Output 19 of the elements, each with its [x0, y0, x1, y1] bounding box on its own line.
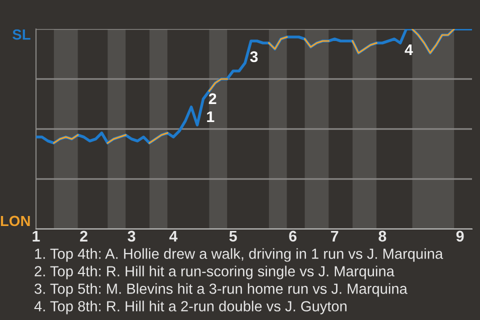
x-tick-label: 2 [80, 230, 88, 242]
x-tick-label: 1 [32, 230, 40, 242]
text: 2. Top 4th: R. Hill hit a run-scoring single vs J. Marquina [34, 266, 394, 280]
text: 4. Top 8th: R. Hill hit a 2-run double vs J. Guyton [34, 300, 346, 314]
annotation: 4 [404, 44, 413, 55]
text: SL [12, 29, 30, 40]
text: 3. Top 5th: M. Blevins hit a 3-run home run vs J. Marquina [34, 283, 408, 297]
annotation: 3 [250, 51, 258, 62]
x-tick-label: 3 [128, 230, 136, 242]
text: 1. Top 4th: A. Hollie drew a walk, driving in 1 run vs J. Marquina [35, 248, 444, 262]
x-tick-label: 4 [169, 230, 178, 242]
x-tick-label: 8 [378, 230, 386, 242]
x-tick-label: 5 [229, 230, 237, 242]
annotation: 1 [207, 111, 214, 122]
x-tick-label: 9 [456, 230, 464, 242]
x-tick-label: 6 [289, 230, 297, 242]
x-tick-label: 7 [331, 230, 338, 242]
text: LON [0, 216, 30, 226]
annotation: 2 [208, 93, 216, 104]
